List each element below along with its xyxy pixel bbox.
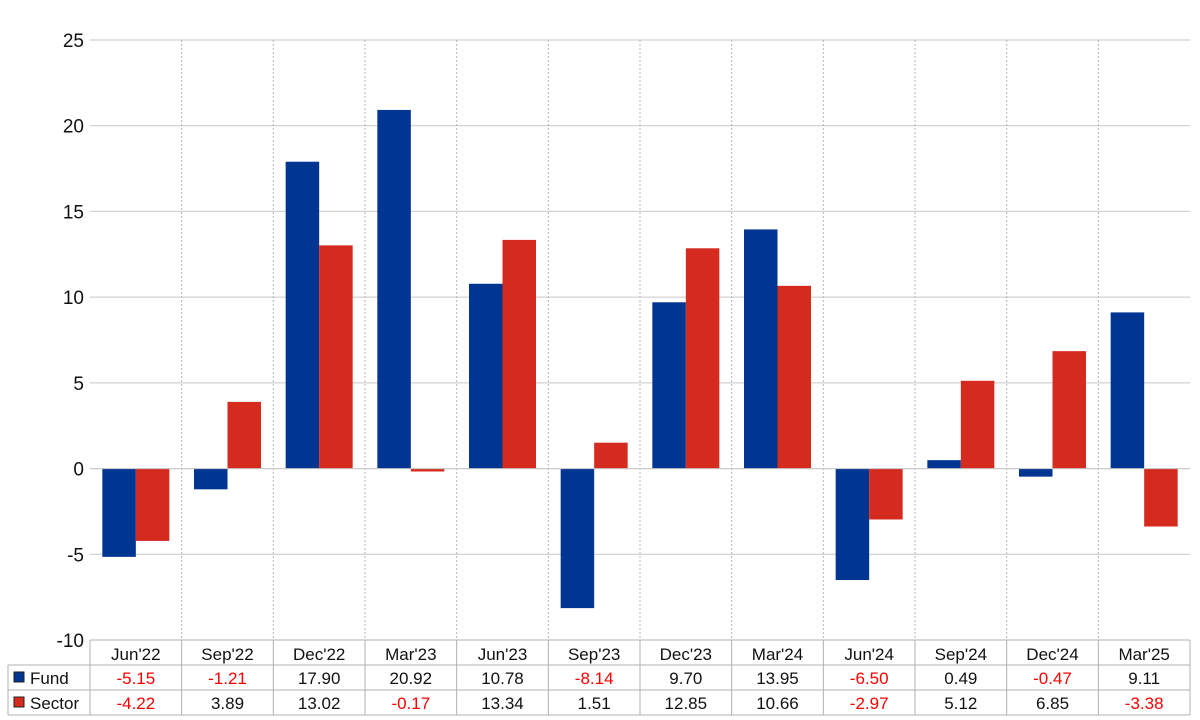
data-label-fund: 10.78 (481, 669, 524, 688)
data-label-sector: 13.02 (298, 694, 341, 713)
data-label-fund: -5.15 (116, 669, 155, 688)
data-label-sector: 3.89 (211, 694, 244, 713)
legend-label-fund: Fund (30, 669, 69, 688)
data-label-fund: 9.11 (1128, 669, 1160, 688)
y-tick-label: -5 (67, 545, 84, 566)
x-category-label: Dec'23 (660, 645, 712, 664)
bar-sector-6 (685, 248, 720, 469)
bar-sector-1 (227, 401, 261, 469)
bar-sector-2 (319, 245, 353, 469)
y-tick-label: 25 (63, 31, 84, 52)
x-category-label: Mar'25 (1118, 645, 1169, 664)
x-category-label: Mar'24 (752, 645, 803, 664)
y-tick-label: 0 (73, 460, 84, 481)
bar-fund-2 (285, 161, 320, 469)
legend-label-sector: Sector (30, 694, 79, 713)
bar-fund-6 (652, 302, 686, 469)
x-category-label: Sep'23 (568, 645, 620, 664)
data-label-sector: -2.97 (850, 694, 889, 713)
x-category-label: Jun'24 (844, 645, 894, 664)
data-label-fund: 0.49 (944, 669, 977, 688)
bar-fund-9 (927, 460, 961, 469)
y-tick-label: 15 (63, 202, 84, 223)
x-category-label: Sep'24 (935, 645, 987, 664)
data-label-sector: 13.34 (481, 694, 524, 713)
data-label-sector: 1.51 (578, 694, 611, 713)
data-label-sector: -0.17 (391, 694, 430, 713)
data-label-fund: 17.90 (298, 669, 341, 688)
data-label-sector: -3.38 (1125, 694, 1164, 713)
x-category-label: Dec'22 (293, 645, 345, 664)
bar-fund-0 (102, 468, 136, 557)
bar-sector-5 (594, 442, 628, 469)
bar-fund-5 (560, 468, 595, 609)
data-label-sector: 12.85 (665, 694, 708, 713)
y-tick-label: 20 (63, 117, 84, 138)
legend-swatch-sector (13, 696, 25, 708)
bar-fund-10 (1019, 468, 1053, 477)
bar-sector-8 (869, 468, 903, 520)
bar-fund-4 (469, 283, 503, 469)
bar-fund-7 (744, 229, 778, 469)
bar-sector-0 (135, 468, 170, 541)
legend-swatch-fund (13, 671, 25, 683)
data-label-sector: 5.12 (944, 694, 977, 713)
x-category-label: Dec'24 (1026, 645, 1078, 664)
bar-sector-7 (777, 285, 811, 469)
data-label-fund: 9.70 (669, 669, 702, 688)
data-label-sector: 10.66 (756, 694, 799, 713)
bar-fund-11 (1110, 312, 1145, 469)
data-label-fund: 13.95 (756, 669, 799, 688)
bar-fund-8 (835, 468, 870, 580)
y-tick-label: -10 (57, 631, 84, 652)
x-category-label: Jun'23 (478, 645, 528, 664)
data-label-sector: -4.22 (116, 694, 155, 713)
y-tick-label: 10 (63, 288, 84, 309)
bar-fund-1 (194, 468, 228, 490)
data-label-fund: -0.47 (1033, 669, 1072, 688)
bar-fund-3 (377, 109, 411, 469)
x-category-label: Mar'23 (385, 645, 436, 664)
data-label-fund: -6.50 (850, 669, 889, 688)
data-label-fund: -1.21 (208, 669, 247, 688)
bar-sector-9 (960, 380, 995, 469)
y-tick-label: 5 (73, 374, 84, 395)
data-label-fund: -8.14 (575, 669, 614, 688)
bar-sector-11 (1144, 468, 1178, 527)
data-label-sector: 6.85 (1036, 694, 1069, 713)
bar-sector-4 (502, 239, 536, 469)
data-label-fund: 20.92 (390, 669, 433, 688)
x-category-label: Jun'22 (111, 645, 161, 664)
bar-sector-10 (1052, 351, 1086, 469)
bar-sector-3 (410, 468, 445, 472)
x-category-label: Sep'22 (201, 645, 253, 664)
